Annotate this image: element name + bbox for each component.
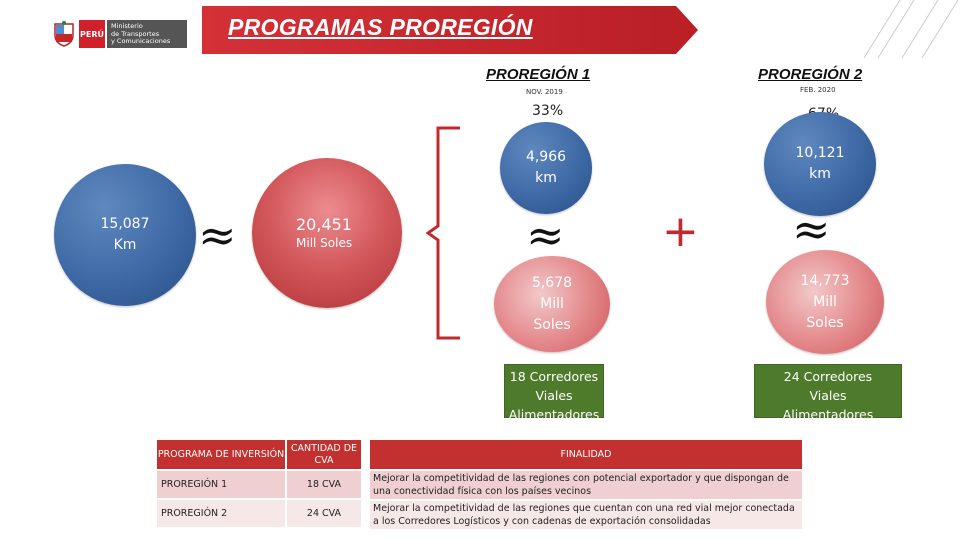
total-km-value: 15,087 — [100, 216, 150, 232]
ministry-line-3: y Comunicaciones — [111, 37, 171, 45]
program-2-corridors-line-3: Alimentadores — [782, 407, 874, 422]
table-header: CANTIDAD DE CVA — [285, 438, 363, 471]
program-1-corridors-line-3: Alimentadores — [508, 407, 600, 422]
total-km-circle: 15,087 Km — [54, 164, 196, 306]
total-cost-value: 20,451 — [296, 215, 352, 234]
plus-symbol: + — [662, 206, 699, 257]
program-1-corridors-box: 18 Corredores Viales Alimentadores — [504, 364, 604, 422]
program-1-corridors-line-2: Viales — [535, 388, 573, 403]
total-cost-circle: 20,451 Mill Soles — [252, 158, 402, 308]
title-banner — [202, 6, 698, 54]
program-1-date: NOV. 2019 — [526, 88, 563, 96]
approx-symbol-program-1: ≈ — [526, 208, 565, 262]
program-1-corridors-line-1: 18 Corredores — [509, 369, 599, 384]
program-2-date: FEB. 2020 — [800, 86, 836, 94]
table-header: PROGRAMA DE INVERSIÓN — [155, 438, 287, 471]
table-row: PROREGIÓN 1 18 CVA — [155, 469, 363, 500]
programs-table: PROGRAMA DE INVERSIÓN CANTIDAD DE CVA PR… — [155, 438, 363, 529]
approx-symbol-program-2: ≈ — [792, 202, 831, 256]
purpose-table: FINALIDAD Mejorar la competitividad de l… — [368, 438, 804, 531]
table-row: Mejorar la competitividad de las regione… — [368, 499, 804, 531]
program-2-corridors-line-1: 24 Corredores — [783, 369, 873, 384]
program-2-cost-circle: 14,773 Mill Soles — [766, 250, 884, 354]
bracket-icon — [426, 126, 460, 340]
ministry-logo: PERÚ Ministerio de Transportes y Comunic… — [52, 18, 188, 50]
table-row: PROREGIÓN 2 24 CVA — [155, 498, 363, 529]
program-1-km-unit: km — [535, 170, 557, 186]
total-cost-unit: Mill Soles — [296, 236, 353, 250]
program-2-corridors-box: 24 Corredores Viales Alimentadores — [754, 364, 902, 422]
program-2-cost-unit-2: Soles — [806, 314, 844, 331]
page-title: PROGRAMAS PROREGIÓN — [228, 14, 533, 40]
program-1-title: PROREGIÓN 1 — [486, 66, 591, 83]
table-row: Mejorar la competitividad de las regione… — [368, 469, 804, 501]
program-1-cost-circle: 5,678 Mill Soles — [494, 256, 610, 352]
program-1-km-value: 4,966 — [525, 149, 567, 165]
coat-of-arms-icon — [54, 21, 74, 47]
table-header: FINALIDAD — [368, 438, 804, 471]
table-header-row: FINALIDAD — [368, 438, 804, 471]
program-1-cost-unit-2: Soles — [533, 316, 571, 333]
decorative-lines — [863, 0, 959, 58]
program-2-corridors-line-2: Viales — [809, 388, 847, 403]
program-2-title: PROREGIÓN 2 — [758, 66, 863, 83]
total-km-unit: Km — [113, 237, 137, 253]
program-1-cost-unit-1: Mill — [540, 295, 564, 312]
table-cell: Mejorar la competitividad de las regione… — [368, 469, 804, 501]
program-1-cost-value: 5,678 — [531, 274, 573, 291]
program-1-percent: 33% — [532, 103, 564, 119]
ministry-line-2: de Transportes — [111, 29, 160, 38]
ministry-name: Ministerio de Transportes y Comunicacion… — [107, 20, 187, 48]
ministry-line-1: Ministerio — [111, 22, 143, 30]
approx-symbol-total: ≈ — [198, 208, 237, 262]
table-cell: 18 CVA — [285, 469, 363, 500]
peru-badge: PERÚ — [79, 20, 105, 48]
table-header-row: PROGRAMA DE INVERSIÓN CANTIDAD DE CVA — [155, 438, 363, 471]
program-2-km-unit: km — [809, 166, 831, 182]
table-cell: Mejorar la competitividad de las regione… — [368, 499, 804, 531]
table-cell: PROREGIÓN 2 — [155, 498, 287, 529]
program-1-km-circle: 4,966 km — [500, 122, 592, 214]
program-2-cost-unit-1: Mill — [813, 293, 837, 310]
program-2-km-circle: 10,121 km — [764, 112, 876, 216]
program-2-km-value: 10,121 — [795, 145, 845, 161]
table-cell: 24 CVA — [285, 498, 363, 529]
table-cell: PROREGIÓN 1 — [155, 469, 287, 500]
program-2-cost-value: 14,773 — [800, 272, 850, 289]
